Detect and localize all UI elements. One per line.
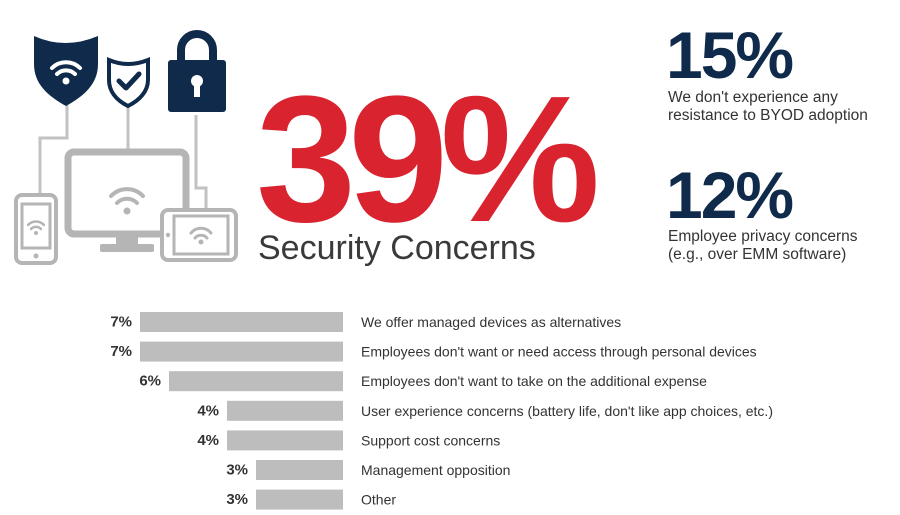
stat-privacy-line-1: Employee privacy concerns xyxy=(668,228,858,245)
stat-no-resistance-value: 15% xyxy=(666,18,794,92)
wifi-shield-icon xyxy=(34,36,98,106)
bar-category-label-1: Employees don't want or need access thro… xyxy=(361,344,757,360)
bar-4 xyxy=(227,430,343,451)
bar-value-label-5: 3% xyxy=(226,462,248,479)
bar-6 xyxy=(256,489,343,510)
bar-category-label-5: Management opposition xyxy=(361,462,510,478)
padlock-icon xyxy=(168,30,226,112)
bar-category-label-2: Employees don't want to take on the addi… xyxy=(361,373,707,389)
bar-3 xyxy=(227,400,343,421)
bar-value-label-0: 7% xyxy=(110,314,132,331)
stat-no-resistance-description: We don't experience any resistance to BY… xyxy=(668,89,868,125)
headline-label: Security Concerns xyxy=(258,229,536,267)
bar-0 xyxy=(140,312,343,332)
stat-privacy-description: Employee privacy concerns (e.g., over EM… xyxy=(668,228,858,264)
reasons-bar-chart: 7% We offer managed devices as alternativ… xyxy=(110,312,773,510)
stat-privacy-line-2: (e.g., over EMM software) xyxy=(668,246,847,263)
bar-category-label-0: We offer managed devices as alternatives xyxy=(361,314,621,330)
security-devices-illustration xyxy=(14,30,238,265)
stat-no-resistance-line-1: We don't experience any xyxy=(668,89,838,106)
headline-percentage: 39% xyxy=(256,59,600,260)
bar-1 xyxy=(140,341,343,362)
bar-category-label-6: Other xyxy=(361,492,396,508)
bar-value-label-1: 7% xyxy=(110,343,132,360)
bar-category-label-4: Support cost concerns xyxy=(361,432,500,448)
bar-value-label-6: 3% xyxy=(226,491,248,508)
check-shield-icon xyxy=(107,56,150,109)
bar-value-label-3: 4% xyxy=(197,402,219,419)
phone-icon xyxy=(14,193,58,265)
bar-2 xyxy=(169,371,343,392)
bar-value-label-4: 4% xyxy=(197,432,219,449)
tablet-icon xyxy=(160,208,238,262)
bar-5 xyxy=(256,460,343,480)
bar-category-label-3: User experience concerns (battery life, … xyxy=(361,403,773,419)
bar-value-label-2: 6% xyxy=(139,373,161,390)
stat-privacy-value: 12% xyxy=(666,158,794,232)
monitor-icon xyxy=(64,148,190,252)
stat-no-resistance-line-2: resistance to BYOD adoption xyxy=(668,107,868,124)
